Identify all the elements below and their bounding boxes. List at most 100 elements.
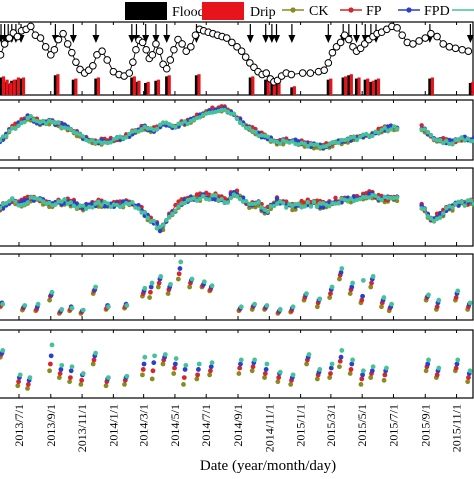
teal-point <box>10 196 15 202</box>
ck-point <box>90 361 96 367</box>
teal-point <box>240 122 246 128</box>
circle-series-point <box>233 43 241 51</box>
x-tick-label: 2015/7/1 <box>386 404 400 447</box>
circle-series-point <box>0 51 5 59</box>
flood-bar <box>94 78 98 95</box>
circle-series-point <box>54 35 63 44</box>
teal-point <box>271 203 277 209</box>
teal-point <box>329 361 335 367</box>
x-tick-label: 2014/3/1 <box>137 404 151 447</box>
teal-point <box>290 372 296 378</box>
teal-point <box>173 124 178 130</box>
teal-point <box>465 136 471 141</box>
teal-point <box>168 281 173 287</box>
irrigation-arrow-head <box>273 35 280 43</box>
circle-series-point <box>345 35 353 44</box>
teal-point <box>311 199 317 204</box>
teal-point <box>237 120 243 125</box>
circle-series-point <box>13 32 22 41</box>
teal-point <box>43 121 49 126</box>
teal-point <box>436 365 442 371</box>
teal-point <box>290 304 296 310</box>
fp-point <box>148 289 153 295</box>
teal-point <box>120 203 126 208</box>
circle-series-point <box>415 37 423 45</box>
drip-bar <box>376 78 381 95</box>
teal-point <box>453 201 458 207</box>
teal-point <box>136 129 141 134</box>
x-tick-label: 2013/7/1 <box>12 404 26 447</box>
drip-bar <box>430 77 434 95</box>
teal-point <box>182 200 187 206</box>
ck-point <box>327 295 333 300</box>
x-tick-label: 2015/9/1 <box>418 404 432 447</box>
ck-point <box>78 382 84 387</box>
ck-point <box>347 291 353 296</box>
irrigation-arrow-head <box>324 35 332 43</box>
teal-point <box>376 130 381 135</box>
ck-point <box>56 375 62 380</box>
teal-point <box>238 304 244 310</box>
teal-point <box>151 218 157 224</box>
teal-point <box>106 304 111 310</box>
panel-frame <box>0 99 474 161</box>
drip-bar <box>344 76 348 95</box>
teal-point <box>231 111 237 116</box>
teal-point <box>228 111 234 116</box>
teal-point <box>314 142 320 147</box>
fp-point <box>150 368 156 374</box>
circle-series-point <box>93 51 101 59</box>
flood-bar <box>369 81 373 95</box>
x-tick-label: 2014/7/1 <box>199 404 213 447</box>
fp-point <box>328 291 333 296</box>
teal-point <box>317 367 323 372</box>
flood-bar <box>274 84 279 95</box>
ck-point <box>262 375 267 380</box>
circle-series-point <box>46 51 55 59</box>
teal-point <box>209 360 215 366</box>
drip-bar <box>96 77 101 95</box>
drip-bar <box>357 77 361 95</box>
teal-point <box>426 292 431 298</box>
teal-point <box>47 200 52 206</box>
teal-point <box>59 199 64 204</box>
flood-bar <box>248 77 252 95</box>
fpd-point <box>328 365 334 371</box>
teal-point <box>0 138 3 143</box>
fp-point <box>57 371 63 376</box>
fp-point <box>419 123 424 128</box>
teal-point <box>373 193 378 199</box>
ck-point <box>358 382 364 387</box>
teal-point <box>0 205 3 211</box>
teal-point <box>219 107 224 113</box>
teal-point <box>0 348 6 353</box>
ck-point <box>368 284 374 290</box>
teal-point <box>183 362 189 368</box>
ck-point <box>15 383 21 389</box>
drip-bar <box>277 82 281 95</box>
teal-point <box>219 196 224 202</box>
flood-bar <box>165 76 169 95</box>
flood-bar <box>270 80 274 95</box>
legend-drip-swatch <box>202 2 244 20</box>
drip-bar <box>266 78 270 95</box>
teal-point <box>108 140 114 145</box>
circle-series-point <box>59 29 67 38</box>
drip-bar <box>12 79 16 95</box>
teal-point <box>145 126 150 131</box>
teal-point <box>53 202 58 207</box>
circle-series-point <box>439 40 448 48</box>
ck-point <box>288 382 294 387</box>
teal-point <box>160 223 166 228</box>
fp-point <box>237 365 243 371</box>
teal-point <box>265 134 270 139</box>
teal-point <box>176 204 181 209</box>
teal-point <box>360 278 366 283</box>
flood-bar <box>363 79 367 95</box>
teal-point <box>80 203 86 208</box>
fp-point <box>195 372 201 378</box>
circle-series-point <box>89 62 97 70</box>
teal-point <box>164 217 169 223</box>
teal-point <box>467 368 473 374</box>
